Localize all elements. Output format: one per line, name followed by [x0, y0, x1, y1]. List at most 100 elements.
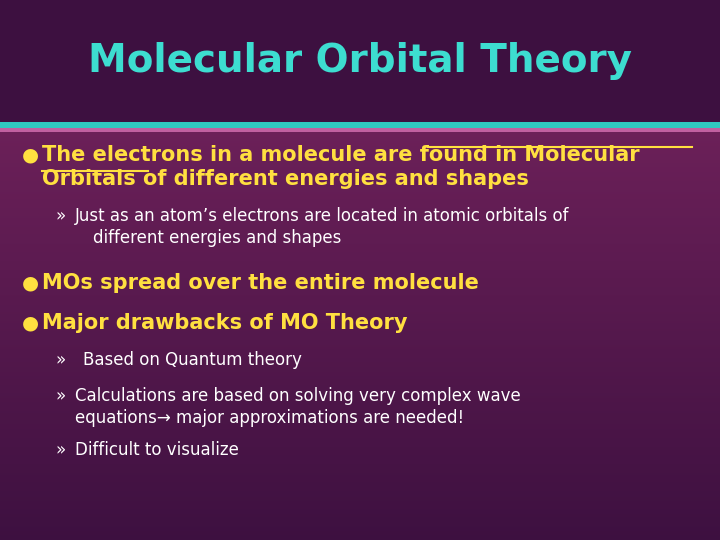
Bar	[0, 469, 720, 470]
Bar	[0, 21, 720, 22]
Bar	[0, 300, 720, 301]
Bar	[0, 117, 720, 118]
Bar	[0, 41, 720, 42]
Bar	[0, 479, 720, 480]
Bar	[0, 172, 720, 173]
Bar	[0, 439, 720, 440]
Bar	[0, 355, 720, 356]
Bar	[0, 64, 720, 65]
Bar	[0, 463, 720, 464]
Bar	[0, 284, 720, 285]
Bar	[0, 418, 720, 419]
Bar	[0, 45, 720, 46]
Bar	[0, 106, 720, 107]
Text: equations→ major approximations are needed!: equations→ major approximations are need…	[75, 409, 464, 427]
Bar	[0, 391, 720, 392]
Bar	[0, 480, 720, 481]
Bar	[0, 201, 720, 202]
Bar	[0, 109, 720, 110]
Bar	[0, 412, 720, 413]
Bar	[0, 343, 720, 344]
Bar	[0, 200, 720, 201]
Bar	[0, 312, 720, 313]
Bar	[0, 187, 720, 188]
Bar	[0, 277, 720, 278]
Bar	[0, 348, 720, 349]
Bar	[0, 177, 720, 178]
Bar	[0, 11, 720, 12]
Bar	[0, 42, 720, 43]
Bar	[0, 417, 720, 418]
Bar	[0, 239, 720, 240]
Bar	[0, 114, 720, 115]
Bar	[0, 342, 720, 343]
Bar	[0, 510, 720, 511]
Bar	[0, 197, 720, 198]
Bar	[0, 94, 720, 95]
Bar	[0, 295, 720, 296]
Bar	[0, 373, 720, 374]
Bar	[0, 461, 720, 462]
Bar	[0, 273, 720, 274]
Text: The electrons in a molecule are found in Molecular: The electrons in a molecule are found in…	[42, 145, 639, 165]
Bar	[0, 507, 720, 508]
Bar	[0, 427, 720, 428]
Bar	[0, 154, 720, 155]
Bar	[0, 303, 720, 304]
Bar	[0, 514, 720, 515]
Bar	[0, 226, 720, 227]
Bar	[0, 428, 720, 429]
Bar	[0, 301, 720, 302]
Bar	[0, 159, 720, 160]
Bar	[0, 396, 720, 397]
Bar	[0, 158, 720, 159]
Bar	[0, 352, 720, 353]
Bar	[0, 13, 720, 14]
Bar	[0, 111, 720, 112]
Bar	[0, 80, 720, 81]
Bar	[0, 152, 720, 153]
Bar	[0, 229, 720, 230]
Bar	[0, 131, 720, 132]
Text: »: »	[55, 387, 66, 405]
Bar	[0, 266, 720, 267]
Bar	[0, 386, 720, 387]
Bar	[0, 9, 720, 10]
Bar	[0, 502, 720, 503]
Bar	[0, 323, 720, 324]
Bar	[0, 178, 720, 179]
Bar	[0, 363, 720, 364]
Bar	[0, 147, 720, 148]
Bar	[0, 508, 720, 509]
Bar	[0, 14, 720, 15]
Bar	[0, 375, 720, 376]
Bar	[0, 98, 720, 99]
Text: Just as an atom’s electrons are located in atomic orbitals of: Just as an atom’s electrons are located …	[75, 207, 570, 225]
Bar	[0, 133, 720, 134]
Bar	[0, 350, 720, 351]
Bar	[0, 27, 720, 28]
Bar	[0, 377, 720, 378]
Bar	[0, 10, 720, 11]
Bar	[0, 213, 720, 214]
Bar	[0, 385, 720, 386]
Bar	[0, 118, 720, 119]
Bar	[0, 308, 720, 309]
Bar	[0, 340, 720, 341]
Bar	[0, 198, 720, 199]
Bar	[0, 240, 720, 241]
Bar	[0, 20, 720, 21]
Bar	[0, 250, 720, 251]
Bar	[0, 171, 720, 172]
Bar	[0, 415, 720, 416]
Bar	[0, 25, 720, 26]
Bar	[0, 90, 720, 91]
Bar	[0, 150, 720, 151]
Bar	[0, 447, 720, 448]
Bar	[0, 227, 720, 228]
Bar	[0, 387, 720, 388]
Bar	[0, 262, 720, 263]
Bar	[0, 426, 720, 427]
Bar	[0, 55, 720, 56]
Bar	[0, 173, 720, 174]
